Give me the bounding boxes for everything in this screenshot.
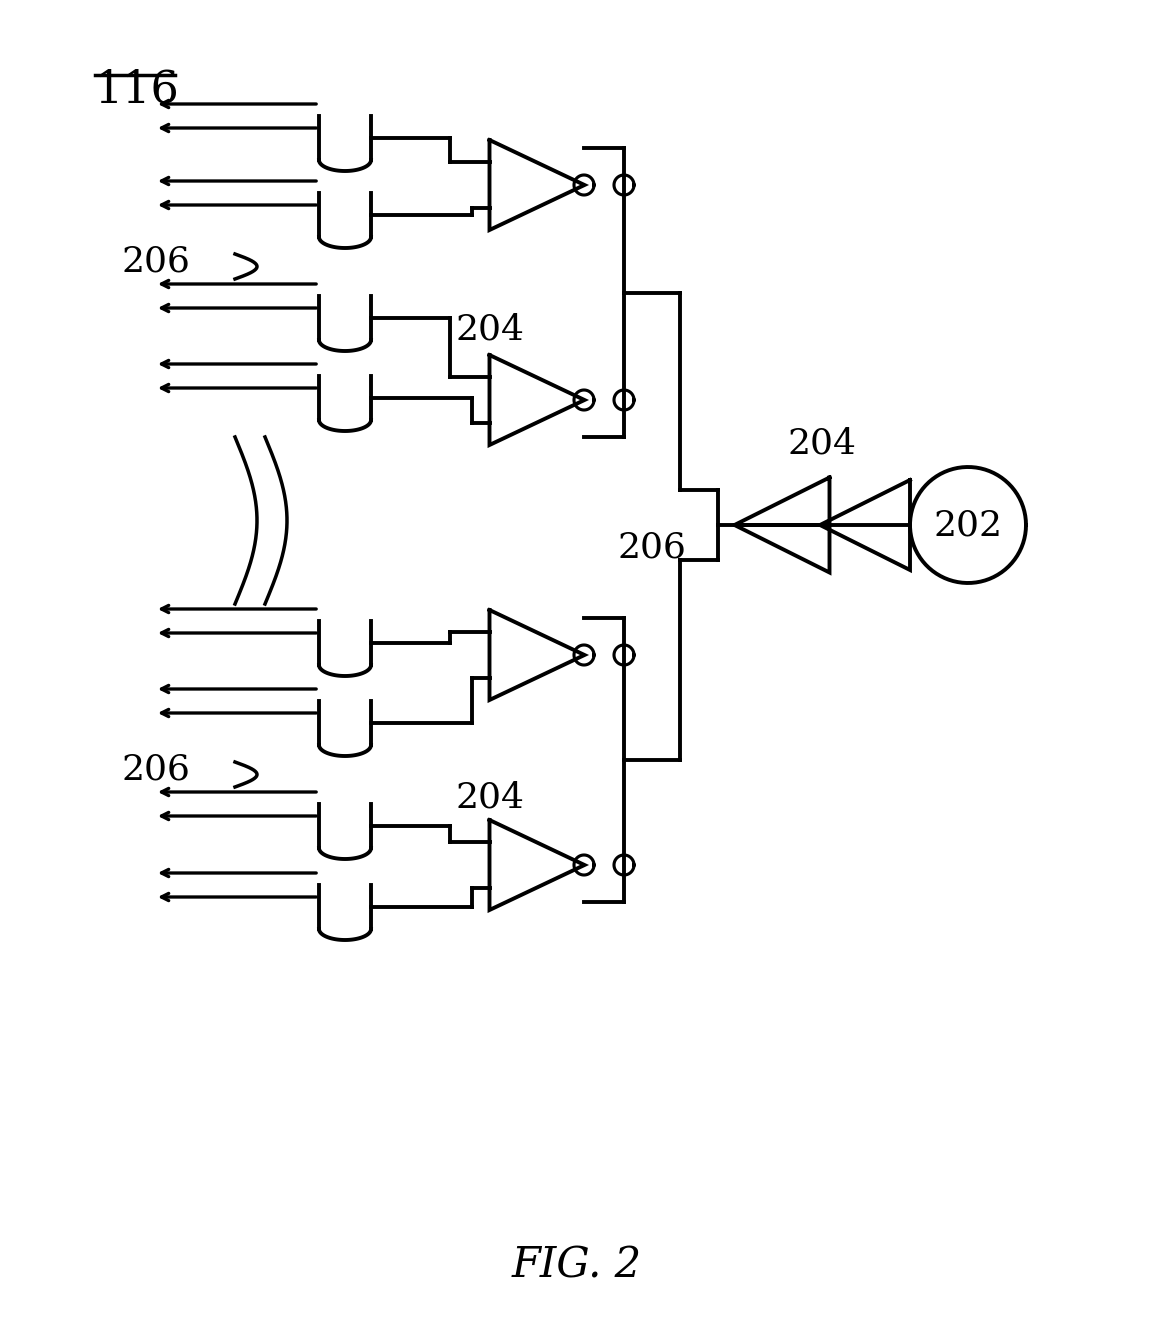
Text: 202: 202: [934, 508, 1003, 542]
Text: 206: 206: [619, 530, 687, 564]
Text: 204: 204: [456, 312, 525, 345]
Text: 206: 206: [121, 245, 190, 280]
Text: FIG. 2: FIG. 2: [512, 1245, 642, 1286]
Text: 116: 116: [95, 69, 180, 112]
Text: 206: 206: [121, 753, 190, 788]
Text: 204: 204: [787, 426, 856, 460]
Text: 204: 204: [456, 780, 525, 814]
